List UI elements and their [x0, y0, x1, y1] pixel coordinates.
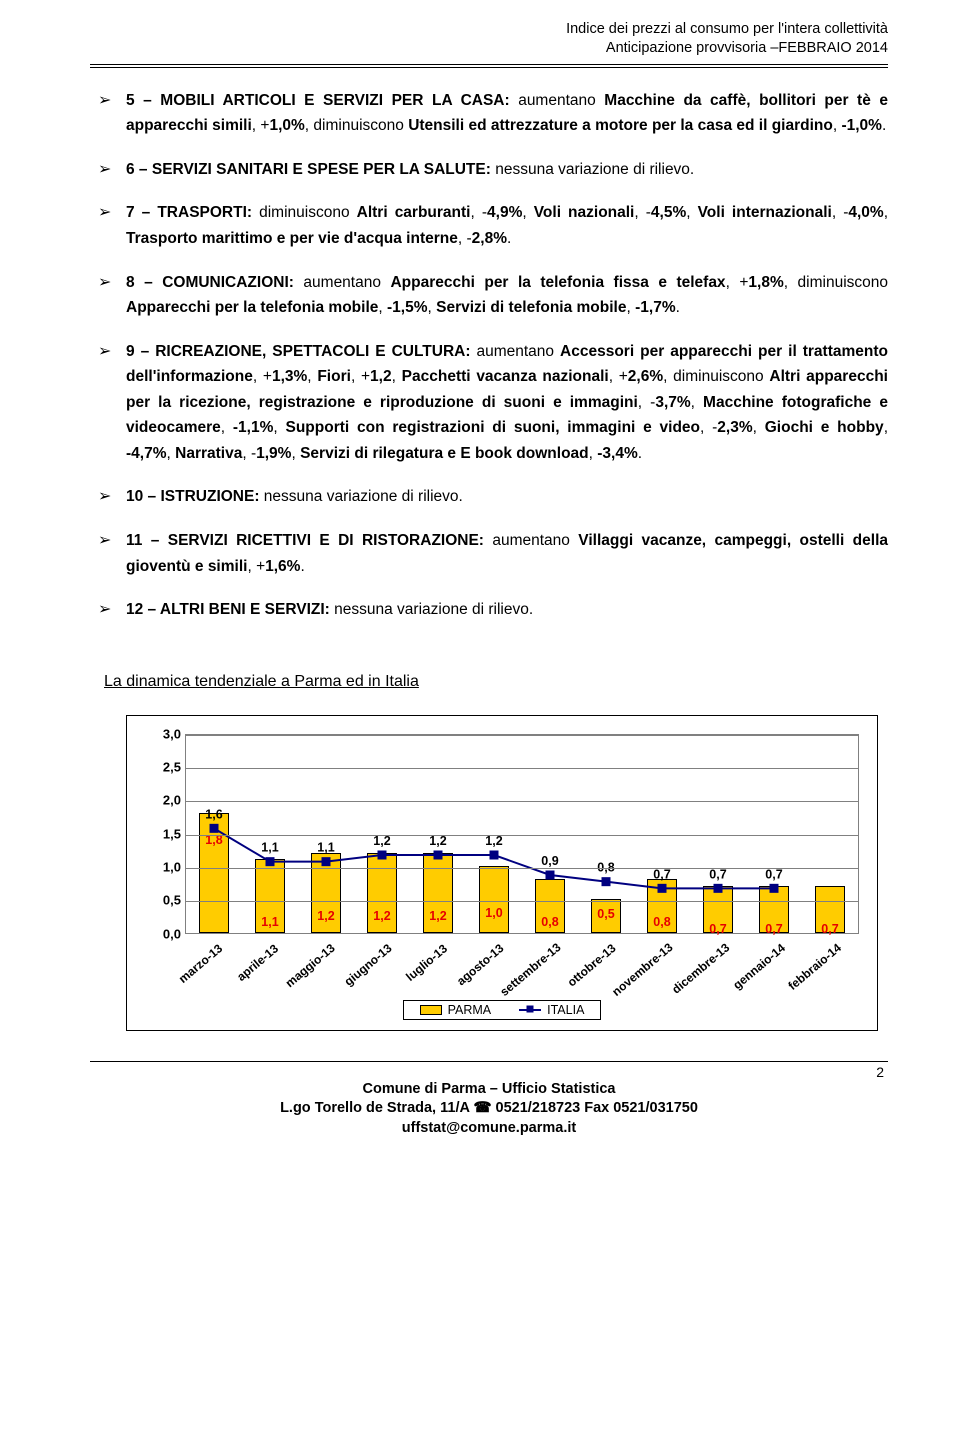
plot-area: 1,81,11,21,21,21,00,80,50,80,70,70,7 1,6… — [185, 734, 859, 934]
legend-italia-label: ITALIA — [547, 1003, 584, 1017]
chart-container: 0,00,51,01,52,02,53,0 1,81,11,21,21,21,0… — [126, 715, 878, 1031]
footer-email: uffstat@comune.parma.it — [402, 1120, 576, 1136]
svg-text:1,6: 1,6 — [205, 807, 222, 821]
footer: 2 Comune di Parma – Ufficio Statistica L… — [90, 1061, 888, 1139]
svg-text:1,2: 1,2 — [429, 834, 446, 848]
svg-text:0,7: 0,7 — [709, 867, 726, 881]
bullet-item: 11 – SERVIZI RICETTIVI E DI RISTORAZIONE… — [90, 528, 888, 579]
legend-italia: ITALIA — [519, 1003, 584, 1017]
phone-icon: ☎ — [473, 1100, 491, 1116]
svg-text:1,2: 1,2 — [485, 834, 502, 848]
x-axis-labels: marzo-13aprile-13maggio-13giugno-13lugli… — [185, 940, 859, 994]
legend: PARMA ITALIA — [145, 1000, 859, 1020]
svg-text:0,7: 0,7 — [653, 867, 670, 881]
page-number: 2 — [90, 1064, 888, 1080]
bullet-list: 5 – MOBILI ARTICOLI E SERVIZI PER LA CAS… — [90, 88, 888, 623]
content: 5 – MOBILI ARTICOLI E SERVIZI PER LA CAS… — [90, 88, 888, 1031]
bullet-item: 9 – RICREAZIONE, SPETTACOLI E CULTURA: a… — [90, 339, 888, 467]
page: Indice dei prezzi al consumo per l'inter… — [0, 0, 960, 1168]
footer-line1: Comune di Parma – Ufficio Statistica — [362, 1081, 615, 1097]
divider-thin — [90, 67, 888, 68]
chart: 0,00,51,01,52,02,53,0 1,81,11,21,21,21,0… — [145, 734, 859, 1020]
bullet-item: 10 – ISTRUZIONE: nessuna variazione di r… — [90, 484, 888, 510]
bullet-item: 8 – COMUNICAZIONI: aumentano Apparecchi … — [90, 270, 888, 321]
divider — [90, 64, 888, 65]
header-line1: Indice dei prezzi al consumo per l'inter… — [90, 20, 888, 39]
bullet-item: 12 – ALTRI BENI E SERVIZI: nessuna varia… — [90, 597, 888, 623]
svg-text:1,1: 1,1 — [317, 840, 334, 854]
footer-addr: L.go Torello de Strada, 11/A — [280, 1100, 473, 1116]
footer-divider — [90, 1061, 888, 1062]
footer-tel: 0521/218723 Fax 0521/031750 — [492, 1100, 698, 1116]
legend-parma: PARMA — [420, 1003, 492, 1017]
legend-parma-label: PARMA — [448, 1003, 492, 1017]
section-title: La dinamica tendenziale a Parma ed in It… — [104, 673, 888, 691]
swatch-bar-icon — [420, 1005, 442, 1015]
doc-header: Indice dei prezzi al consumo per l'inter… — [90, 20, 888, 58]
svg-text:0,7: 0,7 — [765, 867, 782, 881]
bullet-item: 6 – SERVIZI SANITARI E SPESE PER LA SALU… — [90, 157, 888, 183]
bullet-item: 7 – TRASPORTI: diminuiscono Altri carbur… — [90, 200, 888, 251]
svg-text:0,9: 0,9 — [541, 854, 558, 868]
svg-text:1,2: 1,2 — [373, 834, 390, 848]
svg-text:1,1: 1,1 — [261, 840, 278, 854]
y-axis-labels: 0,00,51,01,52,02,53,0 — [145, 734, 181, 934]
bullet-item: 5 – MOBILI ARTICOLI E SERVIZI PER LA CAS… — [90, 88, 888, 139]
header-line2: Anticipazione provvisoria –FEBBRAIO 2014 — [90, 39, 888, 58]
footer-line2: L.go Torello de Strada, 11/A ☎ 0521/2187… — [280, 1100, 698, 1116]
